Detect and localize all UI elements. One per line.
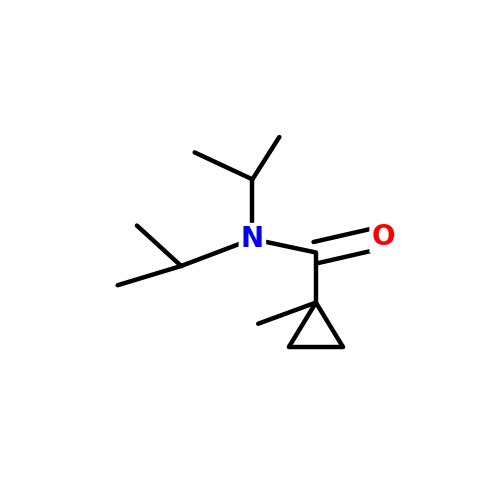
Text: N: N [241, 225, 264, 253]
Text: O: O [372, 223, 395, 251]
